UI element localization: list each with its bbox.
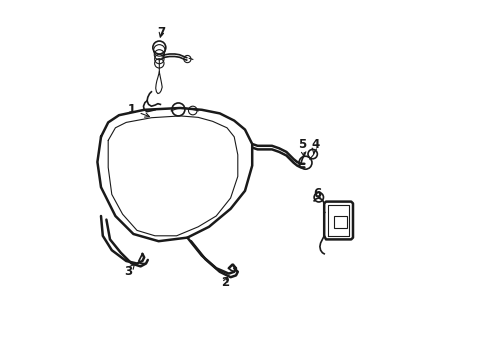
Text: 1: 1 — [127, 103, 149, 117]
Text: 7: 7 — [157, 26, 166, 39]
Text: 2: 2 — [221, 276, 229, 289]
Text: 6: 6 — [313, 187, 321, 200]
Text: 3: 3 — [124, 264, 135, 278]
Text: 5: 5 — [298, 138, 307, 157]
Text: 4: 4 — [311, 138, 319, 153]
